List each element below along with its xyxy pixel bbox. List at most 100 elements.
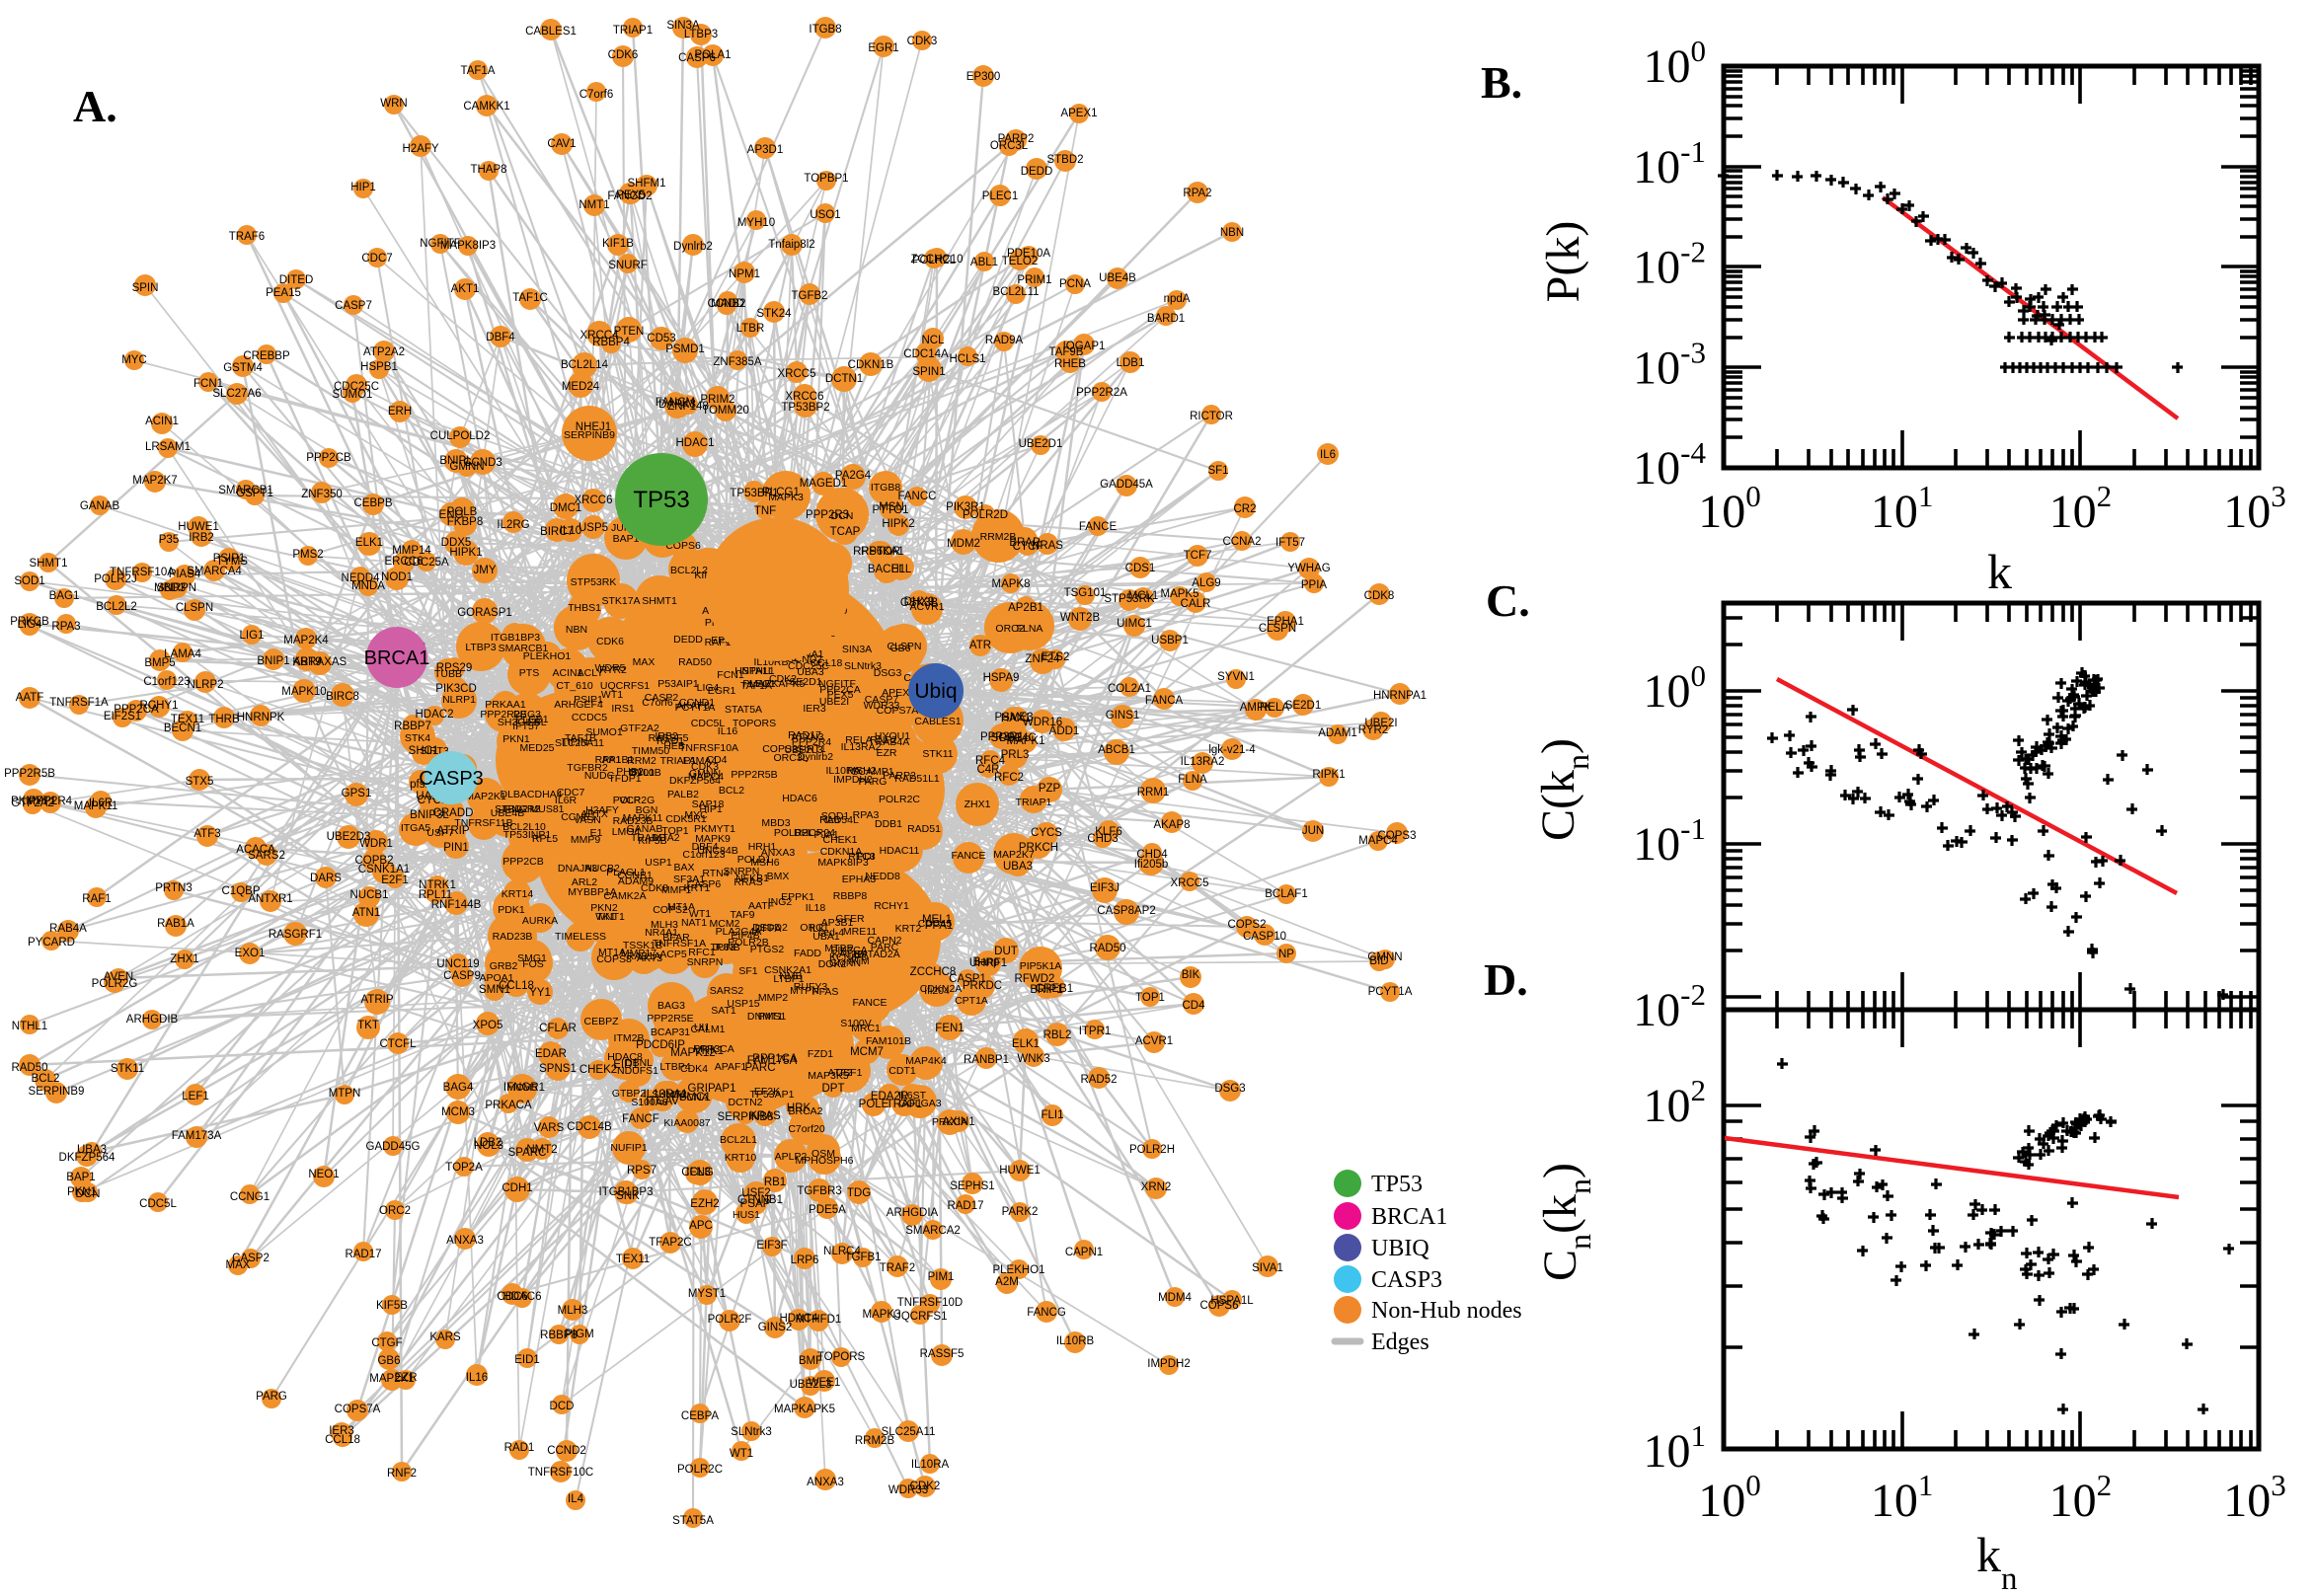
svg-text:TOP1: TOP1 (1135, 992, 1165, 1004)
svg-text:RNF144B: RNF144B (431, 899, 482, 911)
svg-text:PIM1: PIM1 (928, 1271, 955, 1283)
svg-text:TRAF6: TRAF6 (229, 231, 265, 243)
svg-text:POLR2L: POLR2L (774, 827, 813, 839)
svg-text:RPS7: RPS7 (627, 1165, 656, 1177)
svg-text:PSME3: PSME3 (995, 712, 1034, 723)
svg-text:ABL1: ABL1 (970, 257, 998, 268)
svg-text:B.: B. (1481, 57, 1522, 108)
svg-text:ATXN3: ATXN3 (791, 731, 823, 743)
svg-text:BARD1: BARD1 (1147, 313, 1185, 325)
svg-text:MAP2K1: MAP2K1 (369, 1373, 414, 1385)
svg-text:CABLES1: CABLES1 (525, 26, 577, 38)
svg-text:BAP1: BAP1 (613, 533, 640, 545)
svg-text:MAP3K5: MAP3K5 (808, 1070, 849, 1082)
svg-text:RFC4: RFC4 (975, 755, 1006, 767)
svg-text:SOS1: SOS1 (991, 732, 1022, 744)
svg-text:ACIN1: ACIN1 (553, 667, 583, 679)
svg-text:MED24: MED24 (562, 381, 600, 393)
svg-text:KIF1B: KIF1B (602, 238, 634, 250)
svg-text:RAB1A: RAB1A (157, 918, 194, 930)
svg-text:RAD51: RAD51 (907, 823, 941, 835)
svg-text:RELA: RELA (845, 734, 872, 746)
svg-text:FANCD2: FANCD2 (607, 190, 652, 202)
svg-text:NTHL1: NTHL1 (12, 1021, 47, 1032)
svg-text:RRM1: RRM1 (1137, 787, 1170, 798)
svg-text:SLC25A11: SLC25A11 (555, 737, 604, 749)
svg-text:PDI: PDI (857, 851, 875, 863)
svg-text:EDAR: EDAR (535, 1048, 567, 1060)
svg-text:IL13RA2: IL13RA2 (841, 741, 882, 753)
svg-text:TNF: TNF (754, 505, 776, 517)
svg-text:UBE4B: UBE4B (1099, 272, 1136, 284)
svg-text:CCL18: CCL18 (325, 1434, 360, 1446)
svg-text:HYOU1: HYOU1 (875, 730, 910, 742)
svg-text:MAPK10: MAPK10 (281, 686, 326, 698)
svg-text:BCL2L2: BCL2L2 (670, 565, 708, 576)
svg-text:TAF1C: TAF1C (512, 292, 548, 304)
svg-text:RAD50: RAD50 (1089, 943, 1125, 954)
svg-text:UBE4B: UBE4B (491, 807, 524, 819)
svg-text:HDAC1: HDAC1 (676, 437, 715, 449)
svg-text:RPA2: RPA2 (1183, 188, 1211, 199)
svg-text:TOPORS: TOPORS (817, 1351, 866, 1363)
svg-text:BAP1: BAP1 (66, 1172, 95, 1183)
svg-text:ZCCHC10: ZCCHC10 (910, 254, 963, 266)
svg-text:MBD3: MBD3 (761, 817, 790, 829)
svg-text:CASP9: CASP9 (443, 970, 481, 982)
svg-text:PPP2CB: PPP2CB (502, 856, 543, 868)
svg-text:MTPN: MTPN (329, 1088, 361, 1100)
svg-text:PKMYT1: PKMYT1 (694, 823, 735, 835)
svg-text:THRB: THRB (208, 714, 240, 725)
svg-text:BNIP1: BNIP1 (257, 655, 289, 667)
svg-text:UBA3: UBA3 (77, 1144, 107, 1156)
svg-text:SIVA1: SIVA1 (1252, 1262, 1283, 1274)
svg-text:FANCE: FANCE (852, 997, 887, 1009)
svg-text:DDX5: DDX5 (441, 537, 472, 549)
svg-text:ERH: ERH (388, 406, 412, 418)
svg-text:SARS2: SARS2 (710, 985, 744, 997)
svg-text:IL13RA1: IL13RA1 (644, 1089, 688, 1101)
svg-text:BIK: BIK (1182, 969, 1200, 981)
svg-text:MMP9: MMP9 (571, 834, 600, 846)
svg-text:CPT1A: CPT1A (955, 995, 988, 1007)
svg-text:PRKAA1: PRKAA1 (485, 699, 526, 711)
svg-text:RFC3: RFC3 (848, 851, 876, 863)
svg-text:FZD1: FZD1 (808, 1048, 833, 1060)
svg-text:BAG4: BAG4 (443, 1082, 474, 1094)
svg-text:MCM3: MCM3 (441, 1106, 475, 1118)
svg-text:SE2D1: SE2D1 (1285, 700, 1321, 712)
svg-text:IL6R: IL6R (89, 798, 113, 809)
svg-text:CLSPN: CLSPN (1259, 623, 1296, 635)
svg-text:SEPHS1: SEPHS1 (950, 1180, 994, 1192)
svg-text:EIF2S1: EIF2S1 (104, 711, 141, 722)
svg-text:CDK2: CDK2 (769, 673, 797, 685)
svg-text:DSG3: DSG3 (874, 667, 902, 679)
svg-text:ADAM9: ADAM9 (618, 875, 654, 887)
svg-text:PTTG1: PTTG1 (872, 504, 908, 516)
svg-text:IL6: IL6 (825, 814, 840, 826)
svg-text:HDAC4: HDAC4 (780, 1313, 819, 1325)
svg-text:CREBBP: CREBBP (243, 350, 290, 362)
svg-text:ITGAV: ITGAV (646, 1096, 679, 1107)
svg-text:PLEC1: PLEC1 (982, 190, 1018, 202)
svg-text:NCL: NCL (921, 335, 945, 346)
svg-text:ACLY: ACLY (578, 667, 604, 679)
svg-text:EPHA1: EPHA1 (1267, 616, 1304, 628)
svg-text:TRAF1: TRAF1 (887, 1099, 922, 1110)
svg-text:AMPK: AMPK (1240, 702, 1273, 714)
svg-text:KIF5B: KIF5B (638, 835, 666, 847)
svg-text:PARC: PARC (871, 942, 899, 953)
svg-text:NMB: NMB (779, 970, 802, 982)
svg-text:RASSF5: RASSF5 (920, 1348, 965, 1360)
svg-text:PDE10A: PDE10A (1007, 248, 1050, 260)
svg-text:CCL18: CCL18 (499, 980, 534, 992)
svg-text:lgk-v21-4: lgk-v21-4 (1208, 744, 1256, 756)
svg-text:PLCG1: PLCG1 (762, 487, 800, 498)
svg-text:NDUFS1: NDUFS1 (617, 1065, 658, 1077)
svg-text:UHRF1: UHRF1 (969, 957, 1007, 969)
svg-text:SMARCA2: SMARCA2 (905, 1225, 961, 1237)
svg-text:CAV1: CAV1 (547, 138, 576, 150)
svg-text:UBA3: UBA3 (1003, 861, 1033, 873)
svg-text:USP1: USP1 (645, 857, 672, 869)
svg-text:STAT5A: STAT5A (672, 1515, 714, 1527)
